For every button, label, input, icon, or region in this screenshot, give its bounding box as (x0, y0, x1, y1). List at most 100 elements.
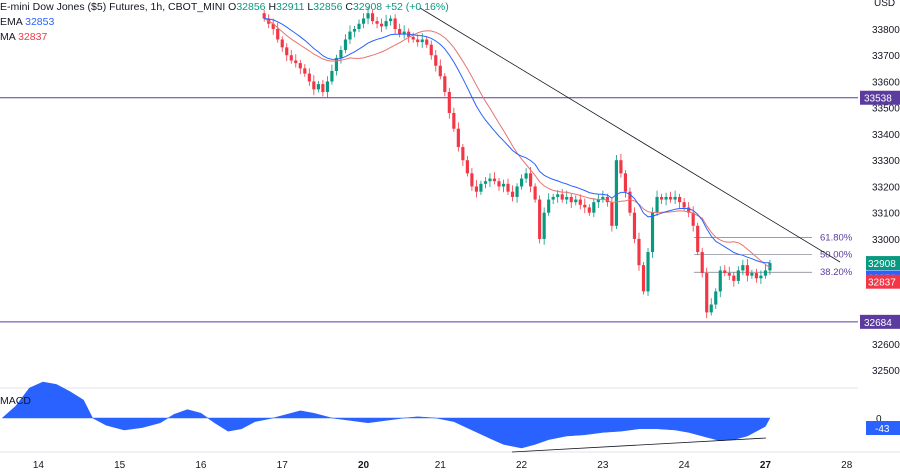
price-badge-text: 32908 (868, 259, 896, 270)
candle (303, 64, 307, 77)
candle-body (547, 199, 551, 213)
candle (718, 266, 722, 298)
candle-body (583, 204, 587, 208)
macd-value-badge (866, 421, 900, 435)
candle-body (339, 49, 343, 58)
candle (280, 36, 284, 52)
price-tick-label: 32500 (872, 366, 900, 377)
price-tick-label: 32600 (872, 340, 900, 351)
candle-body (763, 270, 768, 276)
ohlc-low-prefix: L (307, 1, 314, 13)
candle-body (632, 212, 637, 239)
candle-body (425, 39, 429, 45)
candle (380, 18, 384, 33)
candle-body (519, 178, 524, 187)
candle-body (696, 225, 700, 253)
price-tick-label: 33700 (872, 51, 900, 62)
macd-area (2, 381, 771, 449)
candle (352, 25, 357, 38)
candle-body (465, 160, 469, 174)
candle (465, 156, 469, 177)
candle-body (361, 18, 366, 24)
ohlc-open: 32856 (236, 1, 266, 13)
candle-body (456, 128, 460, 148)
price-tick-label: 33200 (872, 182, 900, 193)
candle-body (673, 196, 677, 200)
candle-body (732, 275, 736, 281)
candle (650, 207, 655, 258)
candle-body (461, 147, 465, 161)
candle-body (488, 178, 492, 182)
candle-body (741, 265, 745, 271)
candle (714, 288, 718, 309)
candle-body (262, 13, 266, 19)
candle (488, 173, 492, 187)
horizontal-levels (0, 97, 858, 323)
candle (389, 15, 393, 26)
candle-body (506, 183, 510, 192)
time-tick-label: 15 (114, 460, 126, 471)
candle-body (443, 76, 447, 92)
candle (587, 204, 591, 216)
price-tick-label: 33600 (872, 77, 900, 88)
candle (750, 269, 754, 279)
candle-body (691, 212, 695, 226)
candle-body (380, 23, 384, 27)
time-tick-label: 16 (195, 460, 207, 471)
candle (452, 107, 456, 132)
candle-body (623, 173, 628, 192)
candle (271, 18, 275, 35)
time-tick-label: 23 (597, 460, 609, 471)
chart-legend: E-mini Dow Jones ($5) Futures, 1h, CBOT_… (0, 0, 449, 45)
candle-body (542, 212, 546, 239)
candle-body (529, 173, 533, 187)
candle (289, 49, 293, 64)
candle (262, 10, 266, 22)
candle-body (312, 81, 316, 90)
candle-body (587, 207, 591, 213)
candle (592, 197, 596, 218)
level-badge (860, 314, 900, 329)
candle-body (714, 291, 718, 305)
candle-body (298, 63, 302, 69)
candle-body (669, 196, 673, 200)
candle-body (438, 65, 442, 77)
candle (294, 54, 298, 68)
candle (456, 122, 460, 152)
fib-retracement: 61.80% 50.00% 38.20% (694, 233, 853, 278)
ema-value: 32853 (25, 16, 55, 28)
candle-body (687, 207, 691, 213)
candle (298, 59, 302, 75)
candle (384, 14, 388, 30)
candle (754, 268, 758, 283)
candle-body (641, 265, 646, 292)
candle (438, 59, 442, 80)
legend-ma-row[interactable]: MA 32837 (0, 30, 449, 45)
candle-body (578, 199, 582, 205)
candle-body (402, 31, 406, 35)
price-badge (866, 274, 900, 289)
trendline[interactable] (419, 7, 841, 263)
macd-pane-label[interactable]: MACD (0, 395, 31, 407)
level-badge-text: 33538 (864, 94, 892, 105)
candle-body (556, 194, 560, 197)
ma-label: MA (0, 31, 16, 43)
candle-body (321, 84, 325, 92)
candle (339, 45, 343, 64)
ohlc-high-prefix: H (268, 1, 277, 13)
candle-body (538, 199, 542, 239)
candle-body (447, 91, 451, 113)
candle-body (515, 186, 519, 197)
candle-body (343, 39, 348, 50)
ohlc-low: 32856 (313, 1, 343, 13)
candle (646, 247, 650, 296)
candle-body (271, 23, 275, 29)
ema-label: EMA (0, 16, 23, 28)
candle (565, 190, 569, 205)
candle-body (592, 202, 596, 213)
candle (759, 270, 763, 285)
candle-body (678, 196, 682, 203)
legend-ema-row[interactable]: EMA 32853 (0, 15, 449, 30)
ohlc-high: 32911 (276, 1, 305, 13)
